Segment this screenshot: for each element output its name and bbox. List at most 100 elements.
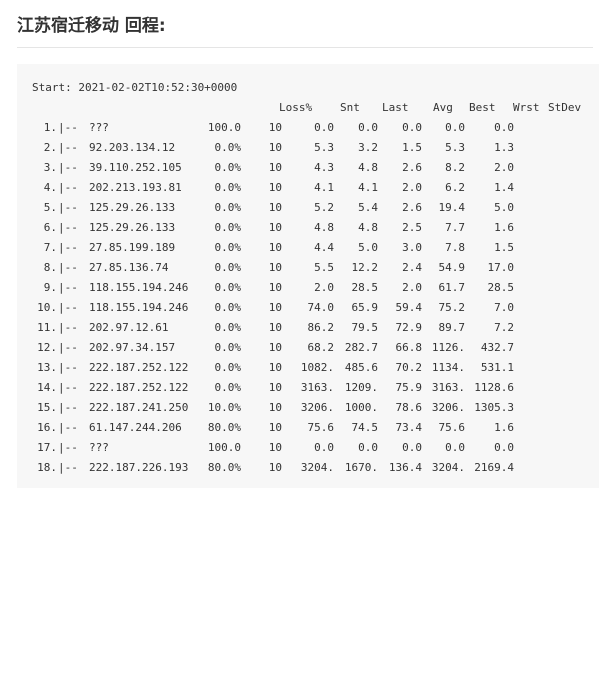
hop-index: 17. xyxy=(37,441,57,454)
hop-avg: 1670. xyxy=(344,461,378,474)
hop-best: 3.0 xyxy=(402,241,422,254)
hop-index: 11. xyxy=(37,321,57,334)
hop-index: 1. xyxy=(43,121,57,134)
hop-best: 2.0 xyxy=(402,181,422,194)
hop-last: 3204. xyxy=(300,461,334,474)
hop-row: 3. |-- 39.110.252.105 0.0% 10 4.3 4.8 2.… xyxy=(17,158,599,178)
hop-best: 70.2 xyxy=(395,361,423,374)
hop-stdev: 2169.4 xyxy=(474,461,514,474)
hop-row: 17. |-- ??? 100.0 10 0.0 0.0 0.0 0.0 0.0 xyxy=(17,438,599,458)
hop-snt: 10 xyxy=(268,321,282,334)
hop-index: 7. xyxy=(43,241,57,254)
hop-wrst: 75.2 xyxy=(438,301,466,314)
traceroute-code-block: Start: 2021-02-02T10:52:30+0000 Loss% Sn… xyxy=(17,64,599,488)
hop-row: 10. |-- 118.155.194.246 0.0% 10 74.0 65.… xyxy=(17,298,599,318)
hop-host: 125.29.26.133 xyxy=(89,201,176,214)
hop-last: 4.8 xyxy=(314,221,334,234)
hop-index: 9. xyxy=(43,281,57,294)
hop-avg: 28.5 xyxy=(351,281,379,294)
header-wrst: Wrst xyxy=(513,101,540,114)
hop-stdev: 432.7 xyxy=(480,341,514,354)
hop-last: 4.4 xyxy=(314,241,334,254)
hop-avg: 4.1 xyxy=(358,181,378,194)
hop-stdev: 0.0 xyxy=(494,441,514,454)
table-header: Loss% Snt Last Avg Best Wrst StDev xyxy=(17,98,599,118)
hop-last: 5.2 xyxy=(314,201,334,214)
hop-loss: 0.0% xyxy=(214,161,242,174)
hop-last: 68.2 xyxy=(307,341,335,354)
hop-host: 92.203.134.12 xyxy=(89,141,176,154)
hop-stdev: 17.0 xyxy=(487,261,515,274)
hop-avg: 485.6 xyxy=(344,361,378,374)
hop-stdev: 531.1 xyxy=(480,361,514,374)
hop-stdev: 1.5 xyxy=(494,241,514,254)
hop-index: 12. xyxy=(37,341,57,354)
header-snt: Snt xyxy=(340,101,360,114)
hop-avg: 74.5 xyxy=(351,421,379,434)
hop-snt: 10 xyxy=(268,241,282,254)
hop-snt: 10 xyxy=(268,181,282,194)
hop-snt: 10 xyxy=(268,421,282,434)
hop-row: 2. |-- 92.203.134.12 0.0% 10 5.3 3.2 1.5… xyxy=(17,138,599,158)
hop-loss: 0.0% xyxy=(214,141,242,154)
hop-host: 222.187.226.193 xyxy=(89,461,189,474)
start-timestamp: Start: 2021-02-02T10:52:30+0000 xyxy=(32,81,238,94)
hop-row: 5. |-- 125.29.26.133 0.0% 10 5.2 5.4 2.6… xyxy=(17,198,599,218)
hop-row: 13. |-- 222.187.252.122 0.0% 10 1082. 48… xyxy=(17,358,599,378)
hop-last: 4.1 xyxy=(314,181,334,194)
hop-branch: |-- xyxy=(58,161,78,174)
hop-row: 4. |-- 202.213.193.81 0.0% 10 4.1 4.1 2.… xyxy=(17,178,599,198)
hop-host: 222.187.252.122 xyxy=(89,381,189,394)
hop-host: 202.213.193.81 xyxy=(89,181,182,194)
hop-host: ??? xyxy=(89,121,109,134)
hop-branch: |-- xyxy=(58,361,78,374)
hop-avg: 0.0 xyxy=(358,441,378,454)
hop-loss: 0.0% xyxy=(214,341,242,354)
hop-best: 73.4 xyxy=(395,421,423,434)
hop-snt: 10 xyxy=(268,301,282,314)
hop-last: 75.6 xyxy=(307,421,335,434)
hop-best: 0.0 xyxy=(402,441,422,454)
header-last: Last xyxy=(382,101,409,114)
hop-loss: 0.0% xyxy=(214,301,242,314)
hop-wrst: 1126. xyxy=(431,341,465,354)
hop-snt: 10 xyxy=(268,401,282,414)
hop-last: 5.5 xyxy=(314,261,334,274)
hop-last: 1082. xyxy=(300,361,334,374)
hop-stdev: 7.2 xyxy=(494,321,514,334)
header-best: Best xyxy=(469,101,496,114)
hop-stdev: 1128.6 xyxy=(474,381,514,394)
hop-index: 8. xyxy=(43,261,57,274)
hop-stdev: 1.6 xyxy=(494,221,514,234)
hop-branch: |-- xyxy=(58,121,78,134)
section-heading: 江苏宿迁移动 回程: xyxy=(17,16,166,36)
hop-avg: 1000. xyxy=(344,401,378,414)
hop-wrst: 1134. xyxy=(431,361,465,374)
hop-host: 222.187.241.250 xyxy=(89,401,189,414)
hop-branch: |-- xyxy=(58,301,78,314)
hop-best: 78.6 xyxy=(395,401,423,414)
hop-last: 0.0 xyxy=(314,121,334,134)
hop-branch: |-- xyxy=(58,261,78,274)
hop-loss: 0.0% xyxy=(214,381,242,394)
hop-snt: 10 xyxy=(268,461,282,474)
hop-wrst: 8.2 xyxy=(445,161,465,174)
hop-stdev: 7.0 xyxy=(494,301,514,314)
hop-wrst: 61.7 xyxy=(438,281,466,294)
hop-host: 27.85.199.189 xyxy=(89,241,176,254)
hop-index: 2. xyxy=(43,141,57,154)
hop-avg: 4.8 xyxy=(358,221,378,234)
hop-loss: 0.0% xyxy=(214,321,242,334)
hop-branch: |-- xyxy=(58,461,78,474)
hop-index: 3. xyxy=(43,161,57,174)
hop-best: 2.4 xyxy=(402,261,422,274)
hop-loss: 100.0 xyxy=(207,121,241,134)
header-avg: Avg xyxy=(433,101,453,114)
hop-last: 3206. xyxy=(300,401,334,414)
hop-loss: 80.0% xyxy=(207,421,241,434)
hop-snt: 10 xyxy=(268,221,282,234)
hop-host: 39.110.252.105 xyxy=(89,161,182,174)
hop-snt: 10 xyxy=(268,261,282,274)
hop-wrst: 0.0 xyxy=(445,121,465,134)
hop-snt: 10 xyxy=(268,161,282,174)
